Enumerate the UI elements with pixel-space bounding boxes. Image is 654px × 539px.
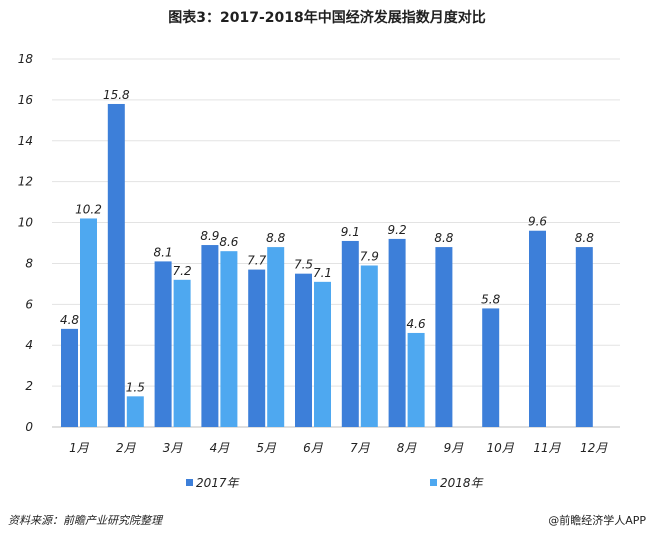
x-tick-label: 6月: [303, 441, 324, 455]
y-tick-label: 16: [18, 93, 34, 107]
data-label: 7.1: [313, 266, 332, 280]
data-label: 15.8: [103, 88, 130, 102]
bar-2017年-2月: [107, 103, 125, 427]
x-tick-label: 8月: [397, 441, 418, 455]
data-label: 9.1: [341, 225, 360, 239]
x-tick-label: 2月: [116, 441, 137, 455]
bar-2018年-4月: [220, 251, 238, 427]
bar-2017年-3月: [154, 261, 172, 427]
legend-swatch: [186, 479, 193, 486]
data-label: 8.6: [219, 235, 238, 249]
data-label: 8.8: [266, 231, 285, 245]
bar-2017年-6月: [295, 273, 312, 427]
data-label: 4.6: [407, 317, 426, 331]
data-label: 7.7: [247, 254, 266, 268]
y-tick-label: 18: [18, 52, 34, 66]
y-tick-label: 6: [25, 297, 33, 311]
x-tick-label: 3月: [163, 441, 184, 455]
legend-label: 2018年: [440, 476, 485, 490]
data-label: 8.8: [575, 231, 594, 245]
bar-2018年-8月: [407, 332, 425, 427]
bar-2018年-5月: [267, 247, 285, 427]
source-note: 资料来源：前瞻产业研究院整理: [8, 514, 162, 527]
bar-2018年-1月: [80, 218, 97, 427]
y-tick-label: 4: [25, 338, 33, 352]
x-tick-label: 4月: [210, 441, 231, 455]
data-label: 4.8: [60, 313, 79, 327]
bar-2017年-9月: [435, 247, 453, 427]
data-label: 8.1: [154, 245, 173, 259]
x-tick-label: 11月: [533, 441, 561, 455]
bar-2018年-6月: [314, 281, 331, 427]
y-tick-label: 10: [18, 216, 34, 230]
x-tick-label: 7月: [350, 441, 371, 455]
x-tick-label: 12月: [580, 441, 608, 455]
bar-2017年-7月: [341, 240, 359, 427]
bar-2017年-4月: [201, 245, 219, 427]
legend-swatch: [430, 479, 437, 486]
y-tick-label: 2: [25, 379, 33, 393]
bar-2017年-11月: [529, 230, 546, 427]
x-tick-label: 10月: [487, 441, 515, 455]
data-label: 9.2: [388, 223, 407, 237]
bar-2018年-3月: [173, 279, 191, 427]
y-tick-label: 8: [25, 256, 33, 270]
x-tick-label: 1月: [69, 441, 90, 455]
bar-2017年-12月: [575, 247, 593, 427]
data-label: 7.5: [294, 258, 313, 272]
y-tick-label: 12: [18, 175, 33, 189]
bar-2018年-7月: [360, 265, 378, 427]
data-label: 5.8: [481, 292, 500, 306]
legend-label: 2017年: [196, 476, 241, 490]
bar-2018年-2月: [126, 396, 144, 427]
data-label: 1.5: [126, 380, 145, 394]
y-tick-label: 0: [25, 420, 33, 434]
data-label: 8.9: [200, 229, 219, 243]
chart-title: 图表3：2017-2018年中国经济发展指数月度对比: [168, 10, 486, 26]
data-label: 10.2: [75, 202, 102, 216]
brand-watermark: @前瞻经济学人APP: [548, 514, 646, 527]
data-label: 7.9: [360, 249, 379, 263]
data-label: 8.8: [434, 231, 453, 245]
bar-2017年-8月: [388, 238, 406, 427]
data-label: 7.2: [173, 264, 192, 278]
x-tick-label: 5月: [256, 441, 277, 455]
y-tick-label: 14: [18, 134, 33, 148]
data-label: 9.6: [528, 215, 547, 229]
x-tick-label: 9月: [444, 441, 465, 455]
bar-2017年-5月: [248, 269, 266, 427]
bar-2017年-10月: [482, 308, 500, 427]
bar-2017年-1月: [61, 328, 78, 427]
